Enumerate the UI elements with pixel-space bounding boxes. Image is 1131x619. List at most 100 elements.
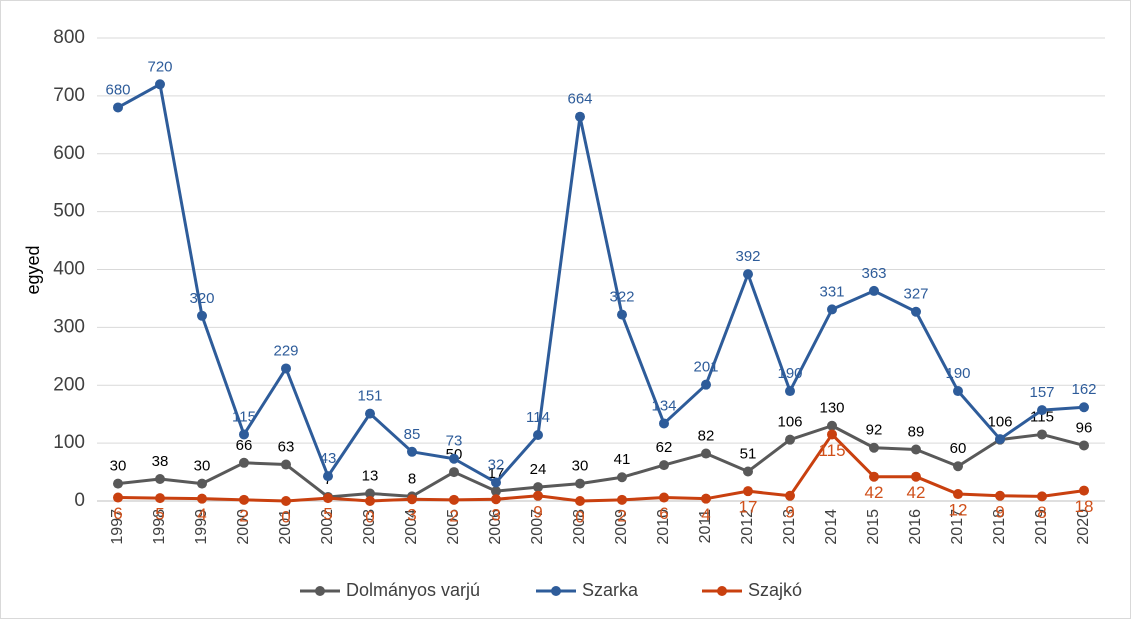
data-label: 151: [357, 388, 382, 405]
data-label: 3: [491, 506, 500, 525]
data-point: [239, 494, 249, 505]
x-tick-label: 2002: [319, 509, 336, 545]
data-label: 322: [609, 289, 634, 306]
data-label: 66: [236, 437, 253, 454]
data-label: 13: [362, 467, 379, 484]
data-label: 3: [407, 506, 416, 525]
data-point: [365, 496, 375, 506]
data-label: 9: [995, 502, 1004, 521]
data-label: 96: [1076, 419, 1093, 436]
data-point: [995, 490, 1005, 501]
data-point: [743, 269, 753, 280]
x-tick-label: 2019: [1033, 509, 1050, 545]
data-point: [1079, 485, 1089, 496]
x-tick-label: 2009: [613, 509, 630, 545]
data-label: 115: [232, 408, 256, 425]
x-tick-label: 2018: [991, 509, 1008, 545]
data-point: [365, 488, 375, 499]
data-point: [197, 478, 207, 489]
x-tick-label: 2008: [571, 509, 588, 545]
y-tick-label: 400: [53, 259, 85, 280]
data-label: 680: [105, 81, 130, 98]
data-point: [323, 471, 333, 482]
y-tick-label: 0: [74, 490, 85, 511]
data-label: 130: [819, 400, 844, 417]
data-label: 30: [572, 458, 589, 475]
data-point: [533, 490, 543, 501]
data-label: 38: [152, 453, 169, 470]
data-label: 327: [903, 286, 928, 303]
x-tick-label: 2006: [487, 509, 504, 545]
data-label: 6: [113, 504, 122, 523]
data-label: 5: [155, 505, 164, 524]
data-label: 115: [818, 441, 845, 460]
data-point: [785, 386, 795, 397]
data-point: [449, 453, 459, 464]
data-label: 114: [526, 409, 550, 426]
x-tick-label: 2012: [739, 509, 756, 545]
legend-label: Szajkó: [748, 580, 802, 600]
data-label: 51: [740, 445, 757, 462]
data-label: 229: [273, 342, 298, 359]
data-label: 134: [651, 397, 676, 414]
data-point: [911, 306, 921, 317]
data-point: [659, 460, 669, 471]
data-point: [1037, 405, 1047, 416]
data-label: 17: [739, 498, 758, 517]
data-point: [323, 493, 333, 504]
data-label: 8: [1037, 503, 1046, 522]
data-label: 9: [785, 502, 794, 521]
data-point: [155, 474, 165, 485]
x-tick-label: 2007: [529, 509, 546, 545]
data-point: [1037, 491, 1047, 502]
data-label: 62: [656, 439, 673, 456]
data-point: [239, 457, 249, 468]
x-tick-label: 1999: [193, 509, 210, 545]
data-label: 12: [949, 501, 968, 520]
data-label: 2: [239, 506, 248, 525]
data-point: [533, 482, 543, 493]
legend-label: Szarka: [582, 580, 639, 600]
data-label: 60: [950, 440, 967, 457]
data-point: [617, 472, 627, 483]
data-point: [701, 379, 711, 390]
x-tick-label: 2001: [277, 509, 294, 545]
data-point: [113, 478, 123, 489]
data-point: [113, 102, 123, 113]
x-tick-label: 2016: [907, 509, 924, 545]
series-line: [117, 82, 1085, 484]
data-point: [869, 442, 879, 453]
data-point: [407, 446, 417, 457]
series-line: [117, 432, 1085, 503]
data-label: 4: [701, 505, 710, 524]
data-label: 73: [446, 433, 463, 450]
data-point: [785, 434, 795, 445]
data-point: [281, 496, 291, 506]
data-label: 0: [365, 507, 374, 526]
data-point: [659, 492, 669, 503]
data-label: 664: [567, 91, 592, 108]
data-point: [659, 418, 669, 429]
data-label: 6: [659, 504, 668, 523]
data-label: 157: [1029, 384, 1054, 401]
data-label: 42: [907, 483, 926, 502]
data-point: [491, 477, 501, 488]
x-tick-label: 2015: [865, 509, 882, 545]
data-point: [281, 459, 291, 470]
data-label: 9: [533, 502, 542, 521]
data-point: [281, 363, 291, 374]
data-label: 42: [865, 483, 884, 502]
data-label: 30: [194, 458, 211, 475]
data-point: [449, 494, 459, 505]
legend-label: Dolmányos varjú: [346, 580, 480, 600]
data-label: 5: [323, 505, 332, 524]
x-tick-label: 2013: [781, 509, 798, 545]
data-point: [953, 489, 963, 500]
data-label: 2: [449, 506, 458, 525]
legend-marker: [315, 586, 325, 596]
data-label: 41: [614, 451, 631, 468]
y-tick-label: 300: [53, 316, 85, 337]
data-label: 201: [693, 359, 718, 376]
x-tick-label: 2004: [403, 509, 420, 545]
